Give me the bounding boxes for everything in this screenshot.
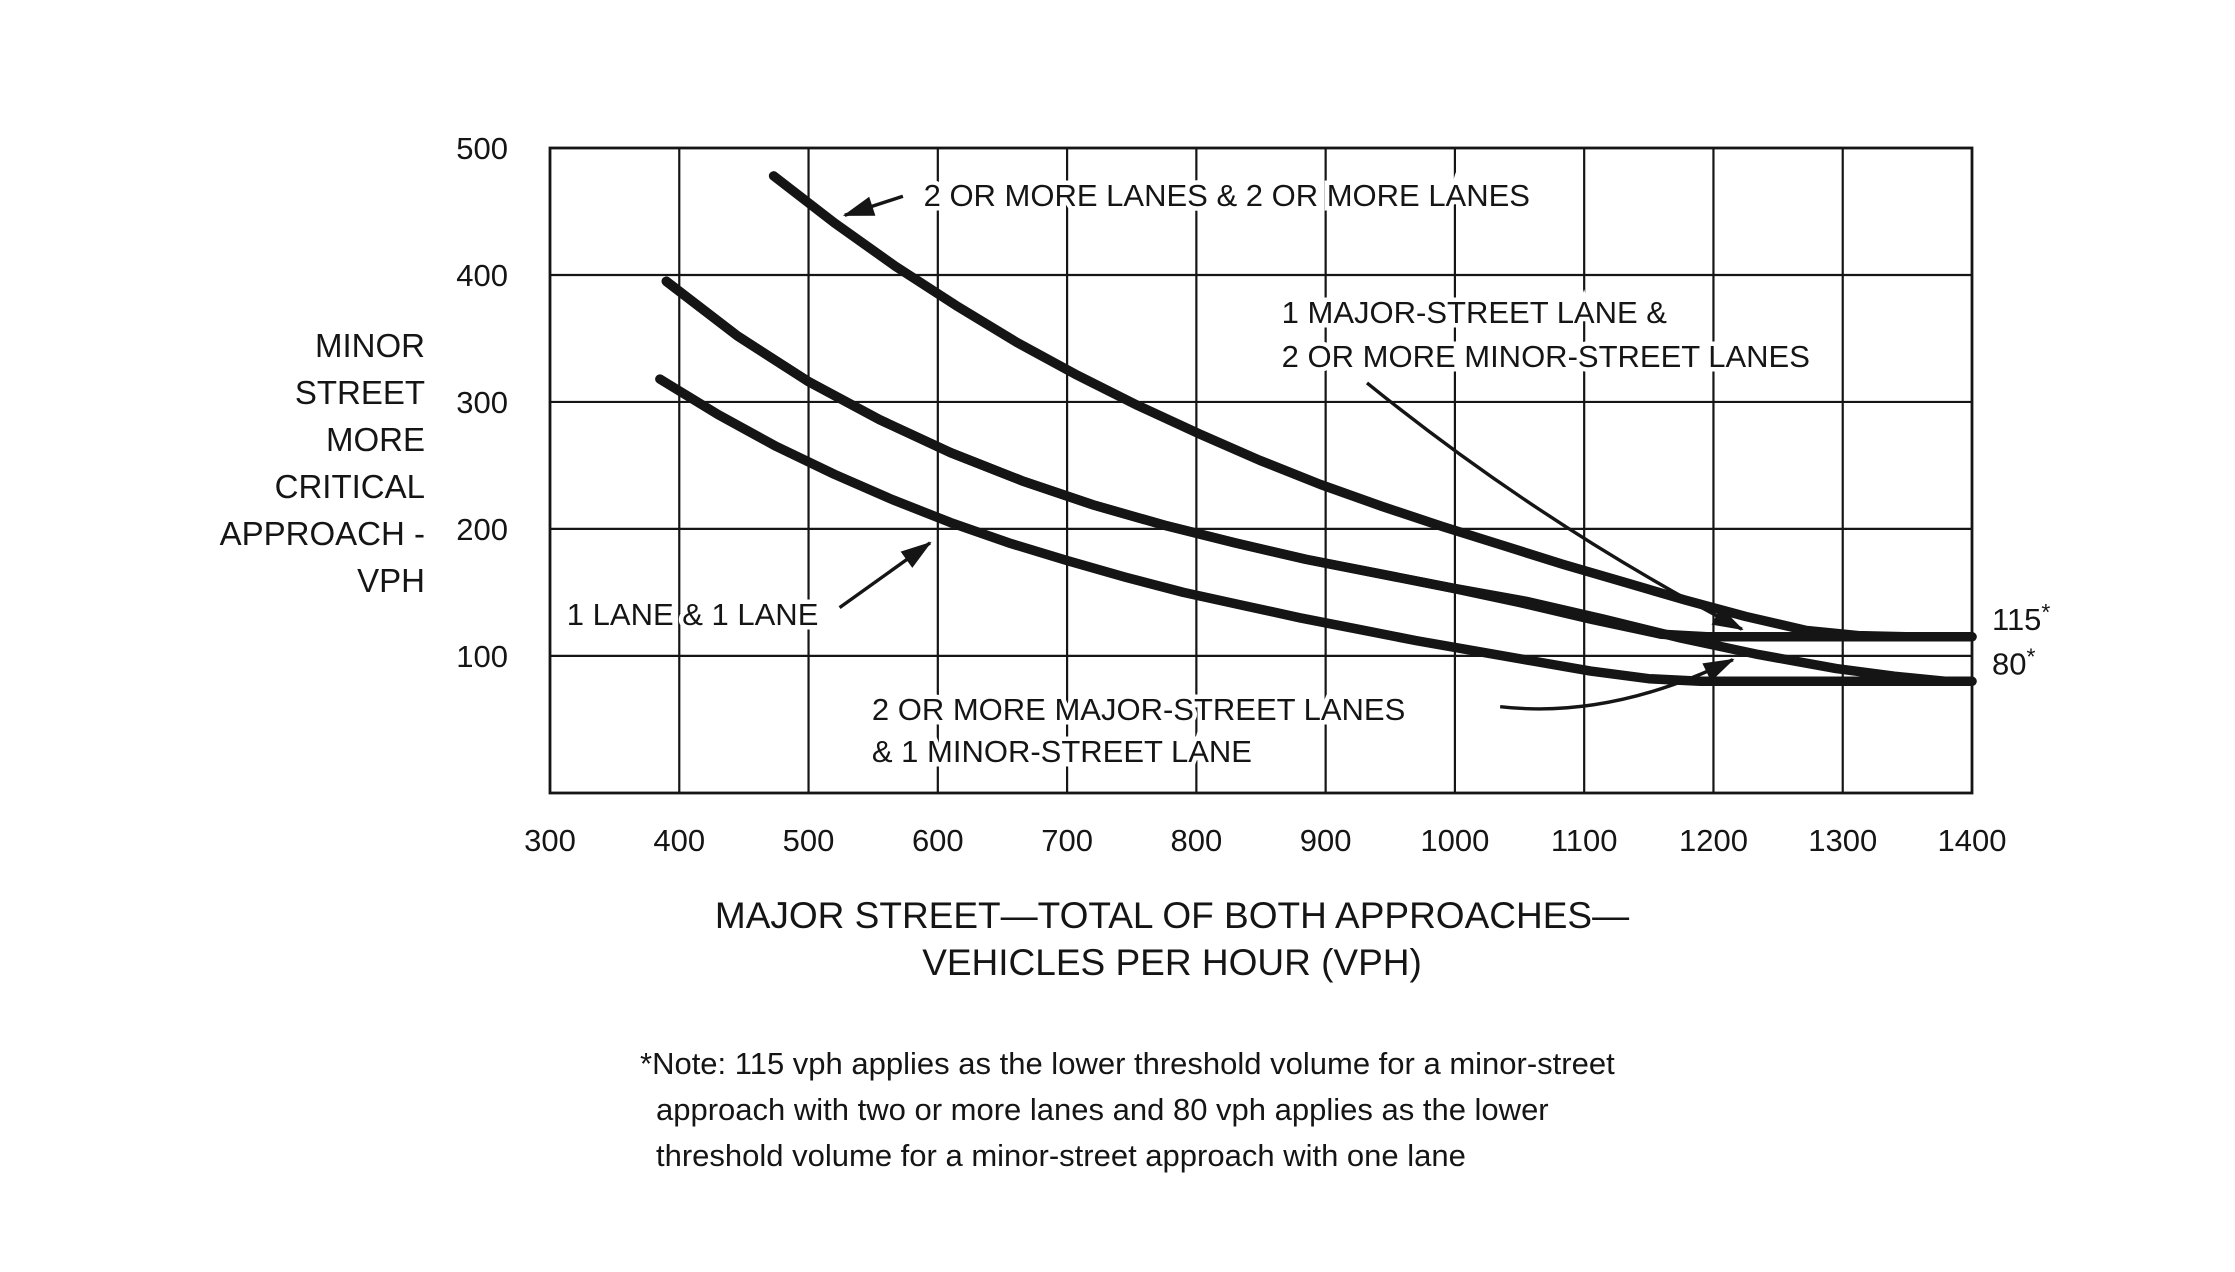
- x-tick-900: 900: [1300, 823, 1352, 858]
- gridlines: [550, 148, 1972, 793]
- x-axis-tick-labels: 300 400 500 600 700 800 900 1000 1100 1200 1300 140…: [524, 823, 2006, 858]
- x-tick-700: 700: [1041, 823, 1093, 858]
- threshold-asterisk: *: [2041, 599, 2050, 625]
- x-tick-500: 500: [783, 823, 835, 858]
- label-1-major-2-minor-line-2: 2 OR MORE MINOR-STREET LANES: [1282, 339, 1810, 374]
- y-axis-title: MINOR STREET MORE CRITICAL APPROACH - VPH: [220, 327, 425, 599]
- footnote-line-2: approach with two or more lanes and 80 v…: [656, 1092, 1549, 1127]
- label-2-or-more-and-2-or-more-arrow: [842, 194, 904, 217]
- threshold-label-115: 115*: [1992, 599, 2050, 637]
- threshold-value: 115: [1992, 602, 2041, 637]
- plot-frame: [548, 146, 1974, 795]
- curve-3: [655, 374, 1977, 687]
- label-1-lane-1-lane-line-1: 1 LANE & 1 LANE: [567, 597, 819, 632]
- warrant-curves: [655, 171, 1977, 687]
- x-tick-1200: 1200: [1679, 823, 1748, 858]
- x-axis-title: MAJOR STREET—TOTAL OF BOTH APPROACHES— VE…: [715, 895, 1629, 983]
- y-axis-title-line-3: MORE: [326, 421, 425, 458]
- y-axis-tick-labels: 100 200 300 400 500: [456, 131, 508, 674]
- curve-0: [768, 171, 1977, 642]
- y-tick-400: 400: [456, 258, 508, 293]
- y-axis-title-line-4: CRITICAL: [275, 468, 425, 505]
- label-2-major-1-minor-line-2: & 1 MINOR-STREET LANE: [872, 734, 1252, 769]
- label-1-major-2-minor-line-1: 1 MAJOR-STREET LANE &: [1282, 295, 1668, 330]
- x-axis-title-line-1: MAJOR STREET—TOTAL OF BOTH APPROACHES—: [715, 895, 1629, 936]
- x-axis-title-line-2: VEHICLES PER HOUR (VPH): [922, 942, 1422, 983]
- y-axis-title-line-6: VPH: [357, 562, 425, 599]
- x-tick-600: 600: [912, 823, 964, 858]
- threshold-asterisk: *: [2026, 643, 2035, 669]
- x-tick-300: 300: [524, 823, 576, 858]
- label-2-or-more-and-2-or-more-line-1: 2 OR MORE LANES & 2 OR MORE LANES: [924, 178, 1530, 213]
- footnote-line-3: threshold volume for a minor-street appr…: [656, 1138, 1466, 1173]
- curve-1: [661, 276, 1977, 642]
- y-axis-title-line-2: STREET: [295, 374, 425, 411]
- label-1-lane-1-lane-arrow: [838, 541, 932, 610]
- label-1-major-2-minor-arrow: [1365, 381, 1744, 631]
- y-axis-title-line-1: MINOR: [315, 327, 425, 364]
- x-tick-1000: 1000: [1420, 823, 1489, 858]
- x-tick-1400: 1400: [1938, 823, 2007, 858]
- label-2-major-1-minor-arrow: [1499, 658, 1735, 711]
- x-tick-1300: 1300: [1808, 823, 1877, 858]
- y-tick-300: 300: [456, 385, 508, 420]
- plot-border: [548, 146, 1974, 795]
- threshold-value: 80: [1992, 646, 2026, 681]
- x-tick-800: 800: [1170, 823, 1222, 858]
- y-tick-500: 500: [456, 131, 508, 166]
- y-tick-200: 200: [456, 512, 508, 547]
- callout-leader-arrows: [838, 194, 1744, 711]
- x-tick-1100: 1100: [1551, 823, 1618, 858]
- curve-labels: 2 OR MORE LANES & 2 OR MORE LANES 1 MAJOR…: [562, 173, 1814, 773]
- y-tick-100: 100: [456, 639, 508, 674]
- y-axis-title-line-5: APPROACH -: [220, 515, 425, 552]
- curve-2: [661, 276, 1977, 687]
- threshold-label-80: 80*: [1992, 643, 2035, 681]
- threshold-labels: 115*80*: [1992, 599, 2050, 681]
- x-tick-400: 400: [653, 823, 705, 858]
- footnote-line-1: *Note: 115 vph applies as the lower thre…: [640, 1046, 1615, 1081]
- label-2-major-1-minor-line-1: 2 OR MORE MAJOR-STREET LANES: [872, 692, 1405, 727]
- footnote: *Note: 115 vph applies as the lower thre…: [640, 1046, 1615, 1173]
